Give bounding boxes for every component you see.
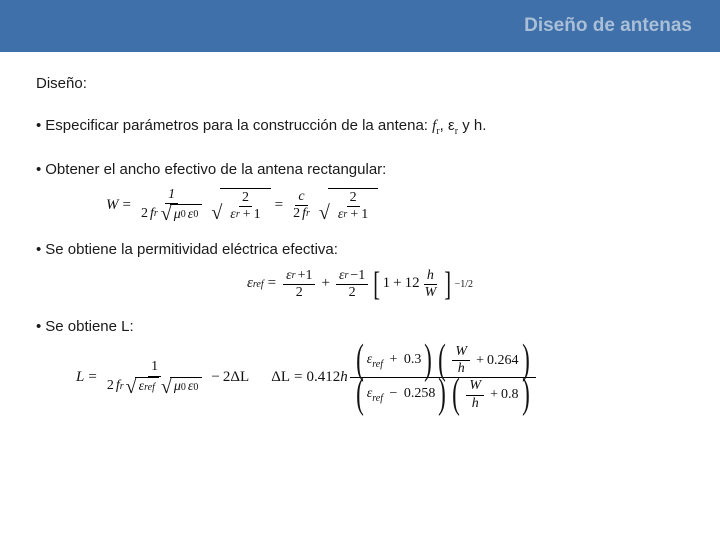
bullet-1: •Especificar parámetros para la construc…	[36, 116, 684, 138]
bullet-dot: •	[36, 161, 41, 178]
bullet-4-text: Se obtiene L:	[45, 318, 133, 335]
bullet-4: •Se obtiene L:	[36, 317, 684, 337]
bullet-dot: •	[36, 241, 41, 258]
formula-delta-L: ΔL = 0.412 h ( εref + 0.3 ) (	[271, 344, 538, 411]
formula-length-row: L = 1 2 fr √ εref √ μ0	[76, 344, 684, 411]
param-eps: ε	[448, 117, 455, 134]
bullet-1-text-pre: Especificar parámetros para la construcc…	[45, 117, 432, 134]
bullet-3-text: Se obtiene la permitividad eléctrica efe…	[45, 241, 338, 258]
section-title: Diseño:	[36, 74, 684, 94]
bullet-2: •Obtener el ancho efectivo de la antena …	[36, 160, 684, 180]
bullet-dot: •	[36, 117, 41, 134]
bullet-3: •Se obtiene la permitividad eléctrica ef…	[36, 240, 684, 260]
bullet-dot: •	[36, 318, 41, 335]
formula-width: W = 1 2 fr √ μ0 ε0 √	[106, 187, 684, 224]
slide-header: Diseño de antenas	[0, 0, 720, 52]
sep1: ,	[440, 117, 448, 134]
formula-L: L = 1 2 fr √ εref √ μ0	[76, 359, 249, 396]
slide-title: Diseño de antenas	[524, 15, 692, 37]
formula-eps-ref: εref = εr +1 2 + εr −1 2 [ 1 + 12	[36, 268, 684, 301]
bullet-2-text: Obtener el ancho efectivo de la antena r…	[45, 161, 386, 178]
bullet-1-text-post: y h.	[458, 117, 486, 134]
slide-content: Diseño: •Especificar parámetros para la …	[0, 52, 720, 412]
